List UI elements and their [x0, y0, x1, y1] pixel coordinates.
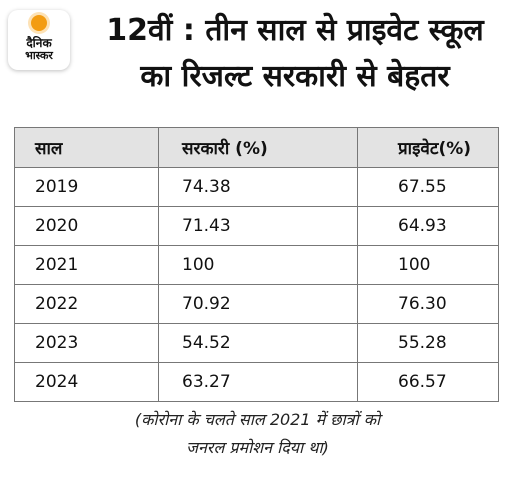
cell-private: 64.93: [357, 206, 499, 246]
header-year: साल: [14, 127, 159, 168]
headline-line2: का रिजल्ट सरकारी से बेहतर: [140, 59, 450, 94]
logo-text-line2: भास्कर: [25, 49, 53, 62]
cell-private: 55.28: [357, 323, 499, 363]
cell-year: 2022: [14, 284, 159, 324]
cell-government: 63.27: [158, 362, 358, 402]
cell-year: 2020: [14, 206, 159, 246]
headline: 12वीं : तीन साल से प्राइवेट स्कूल का रिज…: [80, 8, 510, 100]
cell-private: 66.57: [357, 362, 499, 402]
results-table: साल सरकारी (%) प्राइवेट(%) 2019 74.38 67…: [14, 127, 499, 402]
cell-government: 100: [158, 245, 358, 285]
dainik-bhaskar-logo: दैनिक भास्कर: [8, 10, 70, 70]
cell-government: 54.52: [158, 323, 358, 363]
sun-icon: [31, 15, 47, 31]
cell-government: 71.43: [158, 206, 358, 246]
cell-private: 76.30: [357, 284, 499, 324]
table-row: 2019 74.38 67.55: [14, 167, 499, 207]
cell-year: 2019: [14, 167, 159, 207]
cell-year: 2024: [14, 362, 159, 402]
logo-text-line1: दैनिक: [26, 36, 52, 50]
table-row: 2023 54.52 55.28: [14, 323, 499, 363]
cell-government: 70.92: [158, 284, 358, 324]
cell-private: 100: [357, 245, 499, 285]
header-private: प्राइवेट(%): [357, 127, 499, 168]
cell-year: 2021: [14, 245, 159, 285]
table-row: 2022 70.92 76.30: [14, 284, 499, 324]
table-row: 2020 71.43 64.93: [14, 206, 499, 246]
cell-government: 74.38: [158, 167, 358, 207]
headline-line1: 12वीं : तीन साल से प्राइवेट स्कूल: [106, 13, 484, 48]
cell-year: 2023: [14, 323, 159, 363]
table-row: 2024 63.27 66.57: [14, 362, 499, 402]
table-row: 2021 100 100: [14, 245, 499, 285]
cell-private: 67.55: [357, 167, 499, 207]
footnote: (कोरोना के चलते साल 2021 में छात्रों को …: [60, 406, 455, 462]
table-header-row: साल सरकारी (%) प्राइवेट(%): [14, 127, 499, 168]
footnote-line1: (कोरोना के चलते साल 2021 में छात्रों को: [134, 410, 381, 429]
footnote-line2: जनरल प्रमोशन दिया था): [186, 438, 329, 457]
header-government: सरकारी (%): [158, 127, 358, 168]
